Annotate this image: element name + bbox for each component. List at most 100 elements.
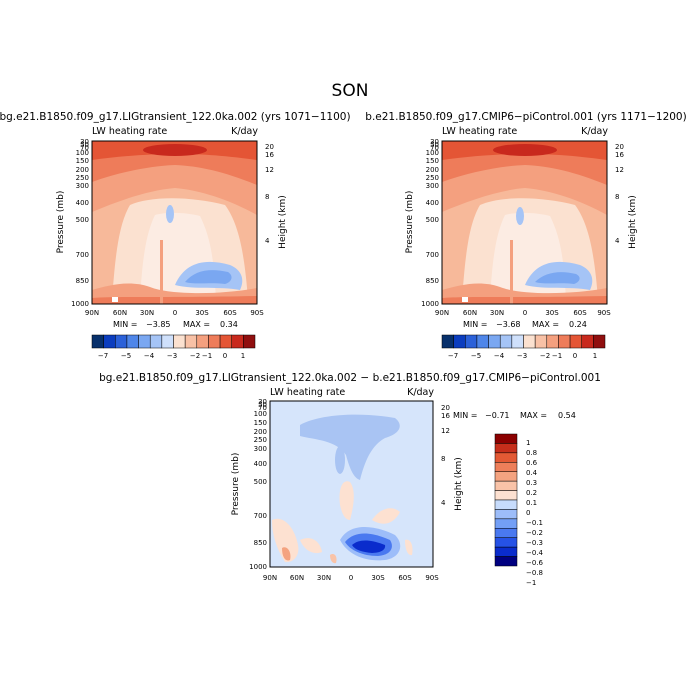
panel-3-y-tick: 70 (258, 404, 267, 412)
colorbar-label: −7 (98, 352, 108, 360)
panel-3-y-tick: 700 (254, 512, 267, 520)
panel-2-height-tick: 20 (615, 143, 624, 151)
colorbar-label: 0.8 (526, 449, 537, 457)
panel-1-height-ticks: 20 16 12 8 4 (265, 143, 274, 245)
colorbar-swatch (494, 471, 518, 482)
panel-1-x-tick: 30N (140, 309, 154, 317)
panel-3-height-tick: 8 (441, 455, 445, 463)
colorbar-swatch (494, 556, 518, 567)
panel-2-y-tick: 400 (426, 199, 439, 207)
panel-3-y-ticks: 30 50 70 100 150 200 250 300 400 500 700… (249, 398, 267, 571)
panel-1-y-tick: 50 (80, 141, 89, 149)
panel-1-y-tick: 150 (76, 157, 89, 165)
panel-2-variable: LW heating rate (442, 126, 517, 137)
panel-3-y-tick: 100 (254, 410, 267, 418)
colorbar-label: −0.8 (526, 569, 543, 577)
panel-2-y-tick: 100 (426, 149, 439, 157)
colorbar-swatch (494, 490, 518, 501)
panel-3-x-tick: 0 (349, 574, 353, 582)
panel-2-height-tick: 8 (615, 193, 619, 201)
panel-3-y-tick: 30 (258, 398, 267, 406)
colorbar-label: −4 (494, 352, 505, 360)
colorbar-label: −0.2 (526, 529, 543, 537)
colorbar-label: 0.3 (526, 479, 537, 487)
panel-3-height-tick: 12 (441, 427, 450, 435)
panel-3-y-tick: 850 (254, 539, 267, 547)
panel-3-y-tick: 50 (258, 401, 267, 409)
colorbar-swatch (196, 334, 209, 349)
colorbar-swatch (149, 334, 163, 349)
colorbar-swatch (494, 443, 518, 454)
panel-3-height-tick: 4 (441, 499, 446, 507)
colorbar-swatch (208, 334, 221, 349)
colorbar-swatch (523, 334, 536, 349)
colorbar-label: −3 (167, 352, 177, 360)
panel-1-x-tick: 0 (173, 309, 177, 317)
panel-3-y-tick: 1000 (249, 563, 267, 571)
panel-3-y-tick: 250 (254, 436, 267, 444)
panel-2-y-tick: 500 (426, 216, 439, 224)
colorbar-label: 1 (593, 352, 597, 360)
colorbar-swatch (494, 509, 518, 520)
panel-2-y-tick: 200 (426, 166, 439, 174)
colorbar-swatch (593, 334, 606, 349)
panel-1-height-tick: 8 (265, 193, 269, 201)
panel-2: b.e21.B1850.f09_g17.CMIP6−piControl.001 … (365, 111, 686, 360)
panel-2-x-tick: 90N (435, 309, 449, 317)
panel-1-field (92, 141, 257, 304)
season-title: SON (332, 81, 369, 101)
colorbar-swatch (488, 334, 501, 349)
colorbar-swatch (161, 334, 174, 349)
colorbar-label: 0.1 (526, 499, 537, 507)
panel-3-y-tick: 400 (254, 460, 267, 468)
panel-3-x-tick: 90S (425, 574, 439, 582)
panel-1-y-ticks: 30 50 70 100 150 200 250 300 400 500 700… (71, 138, 89, 308)
panel-1-y-tick: 850 (76, 277, 89, 285)
colorbar-swatch (465, 334, 478, 349)
panel-1-max-value: 0.34 (220, 320, 238, 329)
colorbar-label: 0 (223, 352, 227, 360)
colorbar-label: 0 (526, 509, 530, 517)
panel-3-x-tick: 60N (290, 574, 304, 582)
colorbar-label: −1 (552, 352, 562, 360)
colorbar-swatch (494, 528, 518, 538)
panel-3-right-label: Height (km) (454, 457, 464, 511)
panel-1-variable: LW heating rate (92, 126, 167, 137)
panel-1-y-tick: 70 (80, 144, 89, 152)
colorbar-label: 0 (573, 352, 577, 360)
colorbar-swatch (453, 334, 466, 349)
panel-2-right-label: Height (km) (628, 195, 638, 249)
panel-3-height-tick: 20 (441, 404, 450, 412)
panel-1-y-tick: 500 (76, 216, 89, 224)
panel-1-x-tick: 90S (250, 309, 264, 317)
panel-3-x-tick: 60S (398, 574, 412, 582)
panel-2-x-tick: 90S (597, 309, 611, 317)
panel-3-max-value: 0.54 (558, 411, 576, 420)
panel-2-y-tick: 150 (426, 157, 439, 165)
panel-3: bg.e21.B1850.f09_g17.LIGtransient_122.0k… (99, 372, 601, 587)
panel-2-height-ticks: 20 16 12 8 4 (615, 143, 624, 245)
panel-2-x-tick: 60S (573, 309, 587, 317)
panel-2-units: K/day (581, 126, 608, 137)
panel-1-y-tick: 200 (76, 166, 89, 174)
panel-3-y-tick: 500 (254, 478, 267, 486)
colorbar-label: −1 (526, 579, 536, 587)
panel-1-max-label: MAX = (183, 320, 210, 329)
colorbar-swatch (441, 334, 454, 349)
colorbar-swatch (546, 334, 559, 349)
panel-1: bg.e21.B1850.f09_g17.LIGtransient_122.0k… (0, 111, 351, 360)
colorbar-swatch (494, 462, 518, 472)
colorbar-label: −4 (144, 352, 155, 360)
panel-1-right-label: Height (km) (278, 195, 288, 249)
panel-1-x-ticks: 90N 60N 30N 0 30S 60S 90S (85, 309, 264, 317)
panel-2-height-tick: 12 (615, 166, 624, 174)
panel-3-max-label: MAX = (520, 411, 547, 420)
panel-2-min-value: −3.68 (496, 320, 521, 329)
panel-1-colorbar (91, 334, 256, 349)
colorbar-swatch (534, 334, 548, 349)
panel-2-y-tick: 300 (426, 182, 439, 190)
panel-3-field (270, 401, 433, 567)
panel-2-height-tick: 16 (615, 151, 624, 159)
colorbar-label: 0.2 (526, 489, 537, 497)
colorbar-swatch (499, 334, 513, 349)
